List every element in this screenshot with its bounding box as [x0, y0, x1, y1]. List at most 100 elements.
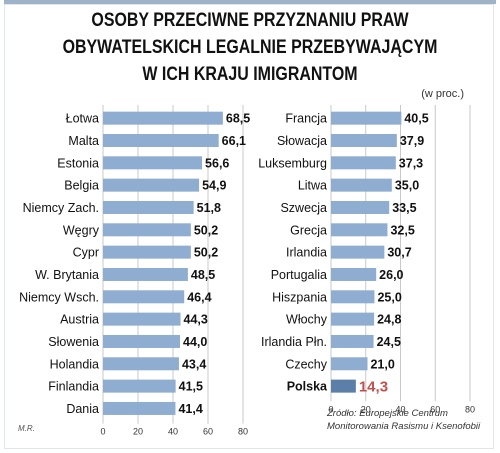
chart-1-value-label-13: 41,5: [179, 380, 203, 394]
chart-2-bar-10: [331, 312, 375, 326]
chart-2-bar-1: [331, 111, 402, 125]
chart-1-value-label-1: 68,5: [226, 112, 250, 126]
chart-1-category-label-5: Niemcy Zach.: [23, 201, 99, 215]
chart-2-value-label-9: 25,0: [377, 290, 401, 304]
chart-1-value-label-3: 56,6: [205, 156, 229, 170]
chart-2-category-label-11: Irlandia Płn.: [261, 335, 327, 349]
chart-1-bar-13: [103, 379, 176, 393]
chart-2-category-label-5: Szwecja: [280, 201, 327, 215]
chart-1-category-label-11: Słowenia: [48, 335, 99, 349]
chart-2-bar-11: [331, 334, 374, 348]
chart-2-value-label-7: 30,7: [387, 246, 411, 260]
chart-2-bar-3: [331, 156, 396, 170]
chart-2-bar-7: [331, 245, 385, 259]
chart-2-category-label-9: Hiszpania: [272, 290, 327, 304]
chart-1-category-label-4: Belgia: [64, 179, 99, 193]
source-line-2: Monitorowania Rasismu i Ksenofobii: [327, 421, 481, 432]
chart-2-category-label-2: Słowacja: [277, 134, 327, 148]
chart-1-value-label-11: 44,0: [183, 335, 207, 349]
chart-1-bar-8: [103, 267, 188, 281]
chart-1-bar-9: [103, 290, 185, 304]
chart-1-value-label-12: 43,4: [182, 357, 206, 371]
chart-1-bar-2: [103, 133, 219, 147]
chart-1-bar-11: [103, 334, 180, 348]
chart-1-tick-label-3: 40: [168, 427, 178, 437]
chart-1-bar-7: [103, 245, 191, 259]
chart-1-category-label-12: Holandia: [50, 357, 99, 371]
chart-1-category-label-14: Dania: [66, 402, 99, 416]
chart-2-category-label-7: Irlandia: [286, 246, 327, 260]
chart-1-bar-6: [103, 223, 191, 237]
chart-1-bar-1: [103, 111, 223, 125]
chart-2-value-label-1: 40,5: [404, 112, 428, 126]
chart-frame: [4, 4, 494, 449]
chart-1-bar-3: [103, 156, 203, 170]
chart-2-bar-13: [331, 379, 356, 393]
chart-1-category-label-3: Estonia: [57, 156, 99, 170]
chart-2-value-label-8: 26,0: [379, 268, 403, 282]
chart-2-category-label-8: Portugalia: [271, 268, 327, 282]
chart-1-value-label-8: 48,5: [191, 268, 215, 282]
chart-2-tick-label-3: 40: [395, 404, 405, 414]
source-note: Źródło: Europejskie Centrum Monitorowani…: [327, 407, 480, 433]
chart-1-value-label-6: 50,2: [194, 223, 218, 237]
chart-2-category-label-6: Grecja: [290, 223, 327, 237]
chart-2-tick-label-4: 60: [430, 404, 440, 414]
chart-1-value-label-2: 66,1: [222, 134, 246, 148]
chart-2-value-label-11: 24,5: [377, 335, 401, 349]
chart-2-tick-label-2: 20: [361, 404, 371, 414]
chart-1-value-label-10: 44,3: [184, 313, 208, 327]
unit-label: (w proc.): [421, 88, 464, 100]
chart-2-value-label-5: 33,5: [392, 201, 416, 215]
chart-2-tick-label-1: 0: [328, 404, 333, 414]
chart-title-line-2: OBYWATELSKICH LEGALNIE PRZEBYWAJĄCYM: [62, 37, 438, 58]
chart-1-tick-label-2: 20: [133, 427, 143, 437]
author-initials: M.R.: [18, 424, 35, 433]
chart-1-category-label-2: Malta: [68, 134, 99, 148]
chart-1-value-label-9: 46,4: [187, 290, 211, 304]
chart-1-bar-5: [103, 200, 194, 214]
chart-1-bar-14: [103, 401, 176, 415]
chart-title-line-1: OSOBY PRZECIWNE PRZYZNANIU PRAW: [91, 10, 409, 31]
chart-2-value-label-10: 24,8: [377, 313, 401, 327]
chart-1-bar-4: [103, 178, 200, 192]
chart-2-category-label-1: Francja: [285, 112, 327, 126]
chart-2-bar-6: [331, 223, 388, 237]
chart-1-category-label-7: Cypr: [73, 246, 99, 260]
chart-1-tick-label-5: 80: [238, 427, 248, 437]
chart-2-bar-8: [331, 267, 377, 281]
chart-2-value-label-4: 35,0: [395, 179, 419, 193]
chart-2-category-label-4: Litwa: [298, 179, 327, 193]
chart-1-bar-12: [103, 357, 179, 371]
chart-1-tick-label-1: 0: [100, 427, 105, 437]
chart-1-category-label-13: Finlandia: [48, 380, 99, 394]
chart-title-line-3: W ICH KRAJU IMIGRANTOM: [142, 64, 358, 85]
top-accent-bar: [4, 0, 496, 4]
chart-2-bar-5: [331, 200, 390, 214]
chart-1-value-label-14: 41,4: [178, 402, 202, 416]
chart-1-category-label-1: Łotwa: [66, 112, 99, 126]
chart-2-tick-label-5: 80: [465, 404, 475, 414]
chart-1-category-label-6: Węgry: [63, 223, 100, 237]
chart-1-category-label-10: Austria: [60, 313, 99, 327]
chart-1-category-label-9: Niemcy Wsch.: [19, 290, 99, 304]
chart-1-value-label-7: 50,2: [194, 246, 218, 260]
chart-2-category-label-3: Luksemburg: [258, 156, 327, 170]
chart-2-bar-2: [331, 133, 397, 147]
chart-2-value-label-6: 32,5: [390, 223, 414, 237]
chart-1-category-label-8: W. Brytania: [35, 268, 99, 282]
chart-2-category-label-13: Polska: [287, 380, 328, 394]
chart-2-category-label-12: Czechy: [285, 357, 327, 371]
chart-1-value-label-5: 51,8: [197, 201, 221, 215]
chart-2-value-label-2: 37,9: [400, 134, 424, 148]
chart-2-value-label-12: 21,0: [370, 357, 394, 371]
chart-2-value-label-13: 14,3: [359, 379, 388, 396]
chart-2-bar-12: [331, 357, 368, 371]
chart-1-tick-label-4: 60: [203, 427, 213, 437]
chart-1-bar-10: [103, 312, 181, 326]
chart-2-value-label-3: 37,3: [399, 156, 423, 170]
chart-2-bar-9: [331, 290, 375, 304]
source-line-1: Źródło: Europejskie Centrum: [327, 408, 448, 419]
chart-1-value-label-4: 54,9: [202, 179, 226, 193]
